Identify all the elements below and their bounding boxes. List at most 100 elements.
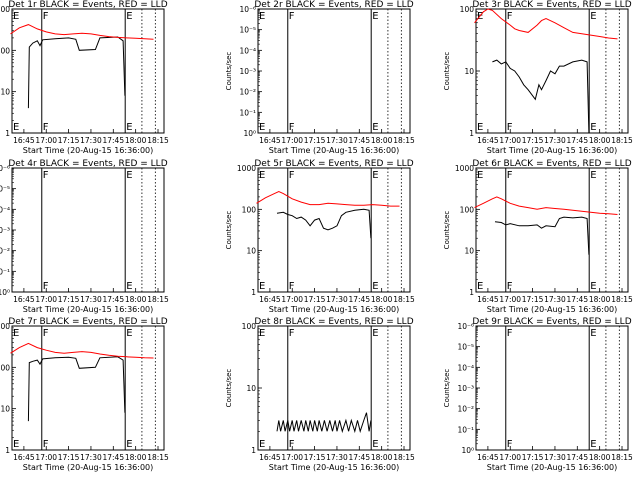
event-marker-label: E xyxy=(590,328,596,339)
panel-title: Det 6r BLACK = Events, RED = LLD xyxy=(472,159,631,169)
event-marker-label: E xyxy=(259,170,265,181)
panel-det-2: Det 2r BLACK = Events, RED = LLD 10⁰ 10⁻¹ 1… xyxy=(225,0,415,155)
x-tick-label: 17:15 xyxy=(522,136,544,145)
x-tick-label: 18:15 xyxy=(611,136,633,145)
event-marker-label: E xyxy=(13,439,19,450)
y-axis-label: Counts/sec xyxy=(225,52,233,91)
x-tick-label: 17:45 xyxy=(102,295,124,304)
y-tick-label: 1000 xyxy=(0,322,10,331)
series-line xyxy=(256,190,400,207)
x-axis-label: Start Time (20-Aug-15 16:36:00) xyxy=(487,146,618,155)
x-tick-label: 17:00 xyxy=(499,295,521,304)
x-tick-label: 17:00 xyxy=(499,453,521,462)
x-tick-label: 17:00 xyxy=(281,136,303,145)
y-axis-label: Counts/sec xyxy=(225,369,233,408)
event-marker-label: F xyxy=(289,281,295,292)
event-marker-label: E xyxy=(126,281,132,292)
x-axis-label: Start Time (20-Aug-15 16:36:00) xyxy=(23,305,154,314)
y-tick-label: 10⁰ xyxy=(461,446,474,455)
y-tick-label: 10⁻³ xyxy=(0,226,10,235)
event-marker-label: E xyxy=(590,11,596,22)
event-marker-label: F xyxy=(507,439,513,450)
event-marker-label: E xyxy=(13,328,19,339)
x-tick-label: 16:45 xyxy=(259,136,281,145)
y-tick-label: 10⁻⁶ xyxy=(239,5,256,14)
x-tick-label: 18:00 xyxy=(125,453,147,462)
y-tick-label: 10 xyxy=(464,247,474,256)
x-tick-label: 18:15 xyxy=(611,453,633,462)
event-marker-label: E xyxy=(13,122,19,133)
event-marker-label: F xyxy=(289,11,295,22)
panel-title: Det 4r BLACK = Events, RED = LLD xyxy=(8,159,167,169)
plot-frame xyxy=(475,8,629,134)
event-marker-label: F xyxy=(43,439,49,450)
panel-det-5: Det 5r BLACK = Events, RED = LLD 1 10 100 10… xyxy=(225,159,415,314)
event-marker-label: E xyxy=(477,122,483,133)
y-tick-label: 10⁻⁴ xyxy=(457,363,474,372)
event-marker-label: F xyxy=(507,122,513,133)
event-marker-label: E xyxy=(126,170,132,181)
plot-frame xyxy=(257,8,411,134)
y-tick-label: 10⁻² xyxy=(239,88,256,97)
y-tick-label: 10⁻⁵ xyxy=(239,26,256,35)
x-tick-label: 17:15 xyxy=(304,136,326,145)
event-marker-label: E xyxy=(126,439,132,450)
x-tick-label: 16:45 xyxy=(13,295,35,304)
x-tick-label: 17:15 xyxy=(304,453,326,462)
x-tick-label: 17:00 xyxy=(281,295,303,304)
x-tick-label: 17:30 xyxy=(326,453,348,462)
x-tick-label: 17:15 xyxy=(58,453,80,462)
plot-frame xyxy=(11,8,165,134)
y-tick-label: 10⁻³ xyxy=(457,384,474,393)
x-tick-label: 17:15 xyxy=(58,295,80,304)
y-axis-label: Counts/sec xyxy=(443,369,451,408)
event-marker-label: E xyxy=(259,328,265,339)
event-marker-label: F xyxy=(43,328,49,339)
x-tick-label: 16:45 xyxy=(13,453,35,462)
x-tick-label: 18:15 xyxy=(147,136,169,145)
x-tick-label: 18:00 xyxy=(371,453,393,462)
y-tick-label: 10 xyxy=(246,384,256,393)
panel-title: Det 7r BLACK = Events, RED = LLD xyxy=(8,317,167,327)
panel-title: Det 5r BLACK = Events, RED = LLD xyxy=(254,159,413,169)
series-line xyxy=(27,356,126,422)
series-line xyxy=(494,216,590,255)
y-tick-label: 10⁻³ xyxy=(239,67,256,76)
event-marker-label: F xyxy=(289,122,295,133)
x-tick-label: 17:45 xyxy=(102,136,124,145)
y-tick-label: 10⁰ xyxy=(243,129,256,138)
x-tick-label: 16:45 xyxy=(259,295,281,304)
event-marker-label: F xyxy=(507,11,513,22)
event-marker-label: E xyxy=(259,11,265,22)
y-tick-label: 100 xyxy=(460,5,475,14)
plot-frame xyxy=(475,167,629,293)
series-line xyxy=(276,208,372,239)
x-tick-label: 16:45 xyxy=(477,136,499,145)
panel-title: Det 3r BLACK = Events, RED = LLD xyxy=(472,0,631,10)
event-marker-label: F xyxy=(43,122,49,133)
y-tick-label: 1000 xyxy=(455,164,474,173)
y-tick-label: 10⁻² xyxy=(457,405,474,414)
x-axis-label: Start Time (20-Aug-15 16:36:00) xyxy=(487,463,618,472)
x-tick-label: 18:15 xyxy=(393,295,415,304)
y-tick-label: 10⁻⁵ xyxy=(457,343,474,352)
x-tick-label: 18:15 xyxy=(393,453,415,462)
event-marker-label: E xyxy=(126,328,132,339)
x-tick-label: 17:45 xyxy=(566,295,588,304)
y-tick-label: 10⁻⁴ xyxy=(0,205,10,214)
event-marker-label: E xyxy=(126,122,132,133)
x-tick-label: 17:00 xyxy=(281,453,303,462)
y-tick-label: 100 xyxy=(242,322,257,331)
x-axis-label: Start Time (20-Aug-15 16:36:00) xyxy=(269,146,400,155)
x-tick-label: 17:45 xyxy=(348,295,370,304)
y-axis-label: Counts/sec xyxy=(443,211,451,250)
y-tick-label: 1 xyxy=(469,288,474,297)
x-tick-label: 17:00 xyxy=(35,136,57,145)
event-marker-label: F xyxy=(289,170,295,181)
y-tick-label: 10⁻⁵ xyxy=(0,185,10,194)
y-tick-label: 10⁻¹ xyxy=(0,267,10,276)
event-marker-label: F xyxy=(507,170,513,181)
series-line xyxy=(10,342,154,359)
panel-det-8: Det 8r BLACK = Events, RED = LLD 1 10 100 16… xyxy=(225,317,415,472)
